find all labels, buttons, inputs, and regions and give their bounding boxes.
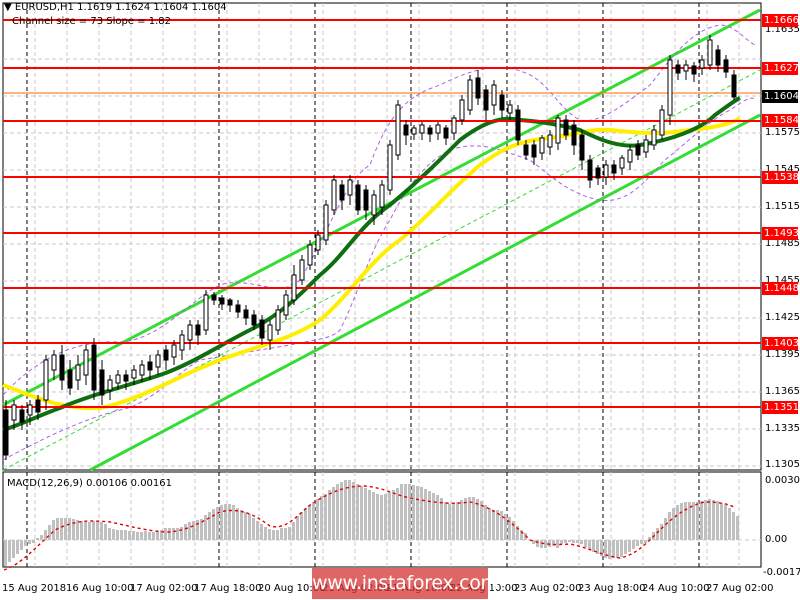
price-tick: 1.1335 bbox=[765, 423, 800, 434]
channel-midline bbox=[2, 69, 761, 471]
level-label: 1.1584 bbox=[762, 114, 799, 127]
time-tick: 20 Aug 10:00 bbox=[258, 583, 326, 594]
price-tick: 1.1305 bbox=[765, 459, 800, 470]
bollinger-bands bbox=[2, 24, 756, 461]
time-tick: 15 Aug 2018 bbox=[2, 583, 67, 594]
macd-tick: 0.00303 bbox=[765, 475, 800, 486]
time-tick: 17 Aug 18:00 bbox=[194, 583, 262, 594]
macd-tick: 0.00 bbox=[765, 534, 788, 545]
time-tick: 23 Aug 02:00 bbox=[514, 583, 582, 594]
price-tick: 1.1635 bbox=[765, 24, 800, 35]
price-tick: 1.1485 bbox=[765, 238, 800, 249]
level-label: 1.1351 bbox=[762, 401, 799, 414]
price-tick: 1.1545 bbox=[765, 164, 800, 175]
channel-info: Channel size = 73 Slope = 1.82 bbox=[12, 16, 172, 27]
level-label: 1.1403 bbox=[762, 337, 799, 350]
price-tick: 1.1575 bbox=[765, 127, 800, 138]
symbol-header[interactable]: ▼ EURUSD,H1 1.1619 1.1624 1.1604 1.1604 bbox=[4, 2, 227, 13]
triangle-down-icon[interactable]: ▼ bbox=[4, 2, 12, 13]
level-label: 1.1666 bbox=[762, 14, 799, 27]
time-tick: 17 Aug 02:00 bbox=[130, 583, 198, 594]
macd-histogram bbox=[4, 480, 739, 566]
level-label: 1.1448 bbox=[762, 282, 799, 295]
macd-tick: -0.00178 bbox=[763, 567, 800, 578]
level-label: 1.1627 bbox=[762, 62, 799, 75]
time-tick: 24 Aug 10:00 bbox=[642, 583, 710, 594]
symbol-ohlc-text: EURUSD,H1 1.1619 1.1624 1.1604 1.1604 bbox=[14, 2, 227, 13]
price-tick: 1.1425 bbox=[765, 312, 800, 323]
macd-label: MACD(12,26,9) 0.00106 0.00161 bbox=[7, 478, 173, 489]
vertical-gridlines bbox=[34, 3, 740, 567]
level-label: 1.1493 bbox=[762, 227, 799, 240]
price-panel-frame bbox=[2, 2, 762, 471]
time-tick: 23 Aug 18:00 bbox=[578, 583, 646, 594]
price-tick: 1.1455 bbox=[765, 275, 800, 286]
price-tick: 1.1515 bbox=[765, 201, 800, 212]
current-price-label: 1.1604 bbox=[762, 90, 799, 103]
time-tick: 16 Aug 10:00 bbox=[66, 583, 134, 594]
price-tick: 1.1365 bbox=[765, 386, 800, 397]
moving-average-slow bbox=[2, 116, 742, 411]
support-resistance-levels bbox=[3, 19, 761, 408]
price-tick: 1.1395 bbox=[765, 349, 800, 360]
time-tick: 27 Aug 02:00 bbox=[706, 583, 774, 594]
macd-signal-line bbox=[3, 485, 737, 571]
level-label: 1.1538 bbox=[762, 171, 799, 184]
candlesticks bbox=[3, 35, 737, 460]
watermark: www.instaforex.com bbox=[312, 568, 499, 599]
